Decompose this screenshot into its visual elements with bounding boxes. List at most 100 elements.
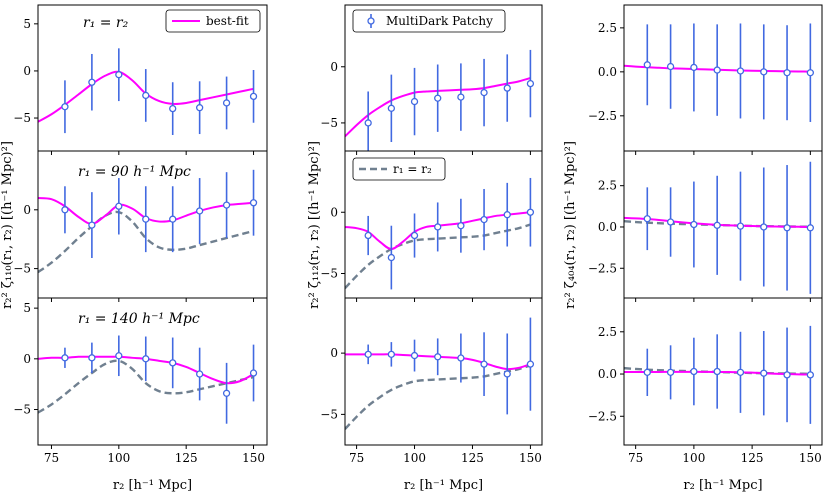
panel-plot-area [38,48,258,135]
data-point [457,354,465,362]
annotation-row-3: r₁ = 140 h⁻¹ Mpc [78,311,200,327]
data-point [142,355,150,363]
y-tick-label: 2.5 [598,21,617,35]
y-tick-label: 0.0 [598,65,617,79]
data-point [88,78,96,86]
column-2: −5 0 −5 0 −5 0 75 100 125 150 r₂ [h⁻¹ Mpc] r₂² ζ₁₁₂… [307,4,543,493]
data-point [222,201,231,209]
data-point [115,202,123,210]
data-point [783,371,791,379]
y-tick-label: −2.5 [588,409,617,423]
data-point [526,360,535,368]
y-tick-label: 2.5 [598,325,617,339]
panel-frame [623,4,823,152]
x-tick-label: 150 [519,451,542,465]
data-point [195,207,204,215]
data-point [806,224,815,232]
panel-c3-r1: −2.5 0.0 2.5 [588,4,823,155]
panel-c3-r3: −2.5 0.0 2.5 75 100 125 150 [588,297,823,465]
data-point [713,367,721,376]
data-point [410,97,419,106]
column-1: −5 0 5 −5 0 −5 0 5 75 100 125 150 r₂ [h⁻¹ Mpc] r₂² ζ₁… [0,4,268,493]
x-tick-label: 75 [349,451,364,465]
data-point [88,354,96,362]
data-point [713,221,721,229]
panel-plot-area [624,161,815,294]
data-point [480,88,488,97]
panel-frame [37,297,268,446]
data-point [195,370,204,378]
x-tick-label: 75 [628,451,643,465]
data-point [736,368,745,376]
data-point [783,69,791,77]
x-tick-label: 150 [799,451,822,465]
panel-plot-area [345,177,535,290]
data-point [457,222,465,230]
data-point [61,103,69,111]
data-point [690,367,698,376]
y-tick-label: 0 [330,205,338,219]
data-point [666,218,675,226]
data-point [364,350,372,359]
y-tick-label: −5 [320,116,338,130]
panel-c3-r2: −2.5 0.0 2.5 [588,150,823,302]
y-tick-label: 0 [23,203,31,217]
y-axis-label: r₂² ζ₄₀₄(r₁, r₂) [(h⁻¹ Mpc)²] [563,141,578,309]
panel-frame [623,297,823,446]
ref-curve [345,364,531,430]
y-tick-label: 0 [23,64,31,78]
data-point [760,369,768,377]
legend-data-label: MultiDark Patchy [386,14,493,28]
data-point [115,352,123,360]
ref-curve [38,210,254,274]
y-tick-label: 2.5 [598,179,617,193]
data-point [760,223,768,231]
data-point [783,224,791,232]
y-tick-label: −2.5 [588,109,617,123]
data-point [480,215,488,224]
data-point [434,223,442,231]
data-point [61,206,69,214]
data-point [526,79,535,88]
data-point [736,67,745,75]
data-point [249,199,258,207]
data-point [387,253,396,262]
x-axis-label: r₂ [h⁻¹ Mpc] [404,478,483,493]
legend-box-bestfit [165,9,261,33]
legend-box-data [352,9,506,33]
y-axis-label: r₂² ζ₁₁₀(r₁, r₂) [(h⁻¹ Mpc)²] [0,141,15,309]
data-point [713,66,721,74]
data-point [249,92,258,101]
legends: best-fit MultiDark Patchy r₁ = r₂ r₁ = r₂ r₁… [78,9,506,327]
data-point [806,371,815,379]
data-point [169,359,177,367]
data-point [503,211,511,219]
data-point [806,69,815,77]
data-point [434,353,442,361]
panel-plot-area [38,169,258,274]
data-point [222,389,231,397]
data-point [387,104,396,112]
y-tick-label: 0.0 [598,367,617,381]
x-tick-label: 125 [741,451,764,465]
y-tick-label: −2.5 [588,261,617,275]
x-tick-label: 150 [242,451,265,465]
data-point [195,104,204,112]
annotation-row-1: r₁ = r₂ [83,15,129,31]
panel-plot-area [624,325,815,424]
data-point [142,91,150,100]
data-point [222,99,231,107]
y-tick-label: −5 [320,407,338,421]
data-point [503,84,511,92]
y-tick-label: 5 [23,17,31,31]
y-tick-label: −5 [320,267,338,281]
panel-c2-r1: −5 0 [320,4,543,155]
y-tick-label: −5 [13,111,31,125]
y-tick-label: 0 [23,352,31,366]
x-axis-label: r₂ [h⁻¹ Mpc] [113,478,192,493]
panel-plot-area [345,49,535,151]
y-axis-label: r₂² ζ₁₁₂(r₁, r₂) [(h⁻¹ Mpc)²] [307,141,322,309]
y-tick-label: 0 [330,60,338,74]
x-tick-label: 100 [107,451,130,465]
